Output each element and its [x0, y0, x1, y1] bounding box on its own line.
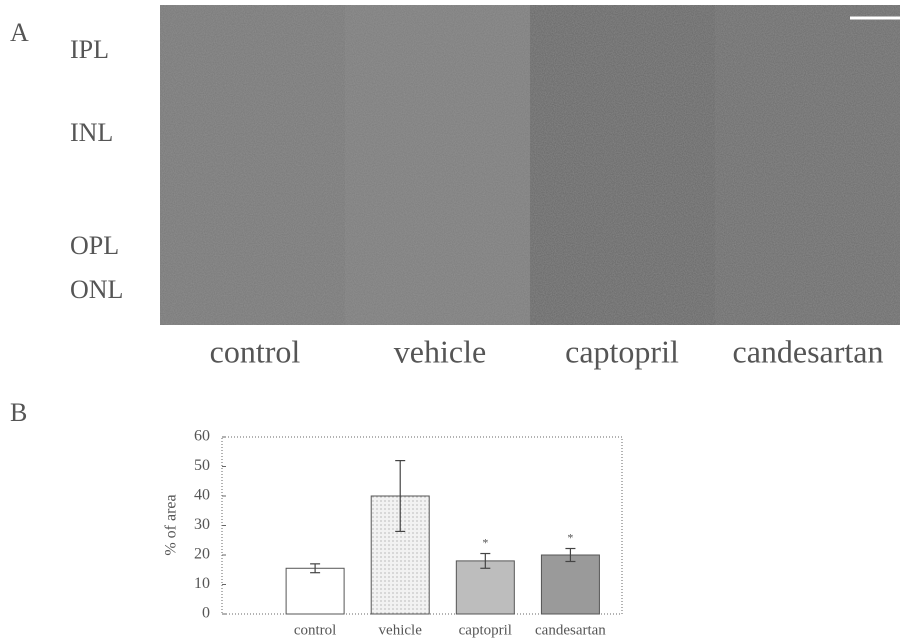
y-tick-label: 50	[194, 457, 210, 474]
layer-label: ONL	[70, 275, 123, 304]
group-label: captopril	[565, 333, 679, 369]
panel-label: B	[10, 398, 27, 427]
x-tick-label: control	[294, 622, 337, 638]
x-tick-label: candesartan	[535, 622, 606, 638]
x-tick-label: vehicle	[379, 622, 423, 638]
error-bar	[565, 547, 576, 563]
y-tick-label: 40	[194, 487, 210, 504]
group-label: control	[210, 333, 301, 369]
significance-mark: *	[482, 535, 488, 549]
error-bar	[310, 563, 321, 574]
bar	[540, 554, 600, 615]
y-tick-label: 20	[194, 546, 210, 563]
error-bar	[395, 460, 406, 533]
y-tick-label: 60	[194, 428, 210, 445]
group-label: candesartan	[732, 333, 883, 369]
error-bar	[480, 552, 491, 569]
y-tick-label: 30	[194, 516, 210, 533]
layer-label: IPL	[70, 35, 109, 64]
y-tick-label: 10	[194, 575, 210, 592]
layer-label: INL	[70, 118, 113, 147]
y-tick-label: 0	[202, 605, 210, 622]
y-axis-label: % of area	[163, 494, 180, 555]
micrograph	[160, 5, 900, 325]
bar	[285, 567, 345, 615]
micrograph-texture	[160, 5, 900, 325]
layer-label: OPL	[70, 231, 119, 260]
x-tick-label: captopril	[459, 622, 512, 638]
panel-label: A	[10, 18, 29, 47]
significance-mark: *	[567, 530, 573, 544]
group-label: vehicle	[394, 333, 486, 369]
